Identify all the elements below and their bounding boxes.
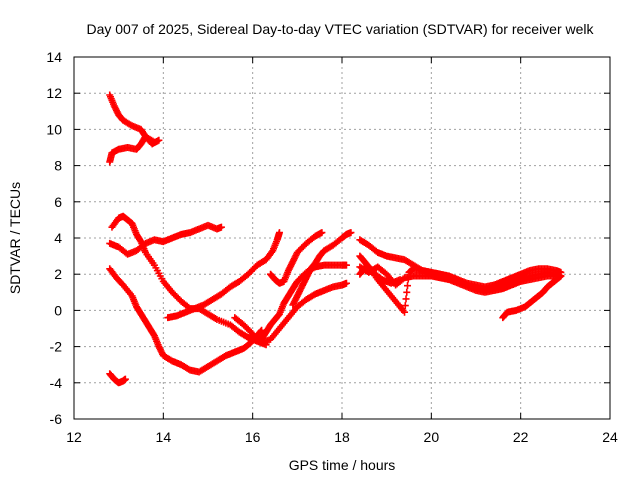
data-point xyxy=(155,136,163,144)
x-tick-label: 16 xyxy=(245,429,261,445)
data-series xyxy=(164,229,283,322)
y-tick-label: 0 xyxy=(54,302,62,318)
x-tick-label: 24 xyxy=(602,429,618,445)
data-series xyxy=(249,279,350,347)
data-series xyxy=(106,133,158,166)
data-point xyxy=(403,288,411,296)
x-tick-label: 18 xyxy=(334,429,350,445)
data-point xyxy=(401,302,409,310)
y-tick-label: 8 xyxy=(54,158,62,174)
data-point xyxy=(342,279,350,287)
y-tick-label: 14 xyxy=(46,49,62,65)
y-tick-label: 2 xyxy=(54,266,62,282)
data-point xyxy=(318,229,326,237)
data-series xyxy=(289,229,355,309)
data-series xyxy=(499,272,565,322)
data-points xyxy=(106,91,565,387)
y-tick-label: 4 xyxy=(54,230,62,246)
data-point xyxy=(150,138,158,146)
data-series xyxy=(267,229,326,287)
data-point xyxy=(402,295,410,303)
x-tick-label: 12 xyxy=(66,429,82,445)
y-tick-label: -2 xyxy=(50,339,63,355)
data-point xyxy=(396,276,404,284)
y-axis-label: SDTVAR / TECUs xyxy=(7,182,23,294)
data-series xyxy=(356,265,404,287)
y-tick-label: -4 xyxy=(50,375,63,391)
y-tick-label: 12 xyxy=(46,85,62,101)
data-point xyxy=(404,282,412,290)
x-tick-label: 20 xyxy=(424,429,440,445)
chart-title: Day 007 of 2025, Sidereal Day-to-day VTE… xyxy=(86,21,594,37)
y-tick-label: 10 xyxy=(46,121,62,137)
x-tick-label: 22 xyxy=(513,429,529,445)
data-point xyxy=(557,272,565,280)
data-point xyxy=(217,223,225,231)
data-series xyxy=(106,265,266,376)
data-point xyxy=(211,315,219,323)
x-axis-label: GPS time / hours xyxy=(289,457,396,473)
data-point xyxy=(121,375,129,383)
y-tick-label: 6 xyxy=(54,194,62,210)
data-series xyxy=(106,221,225,258)
y-tick-label: -6 xyxy=(50,411,63,427)
data-series xyxy=(106,370,129,387)
data-point xyxy=(149,137,157,145)
x-tick-label: 14 xyxy=(156,429,172,445)
data-point xyxy=(401,308,409,316)
data-point xyxy=(347,229,355,237)
data-point xyxy=(275,229,283,237)
data-point xyxy=(342,261,350,269)
